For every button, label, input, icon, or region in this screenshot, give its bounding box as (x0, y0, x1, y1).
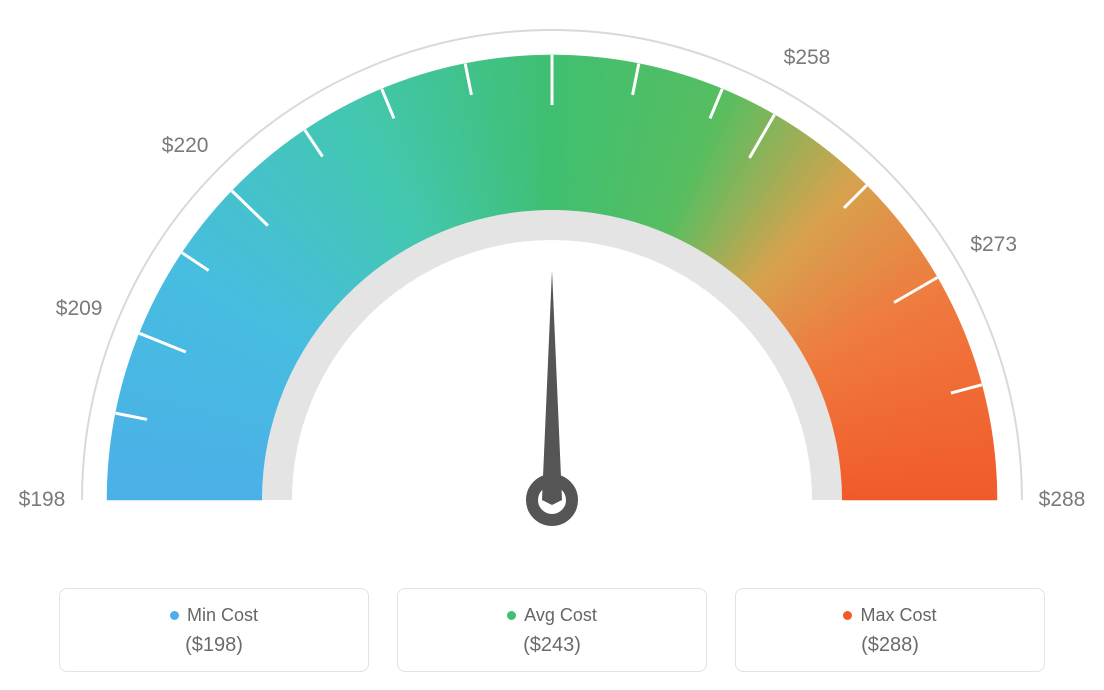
dot-icon (170, 611, 179, 620)
gauge-tick-label: $288 (1039, 488, 1086, 512)
gauge-tick-label: $209 (56, 297, 103, 321)
legend-title-max: Max Cost (843, 605, 936, 626)
legend-label: Max Cost (860, 605, 936, 626)
legend-value: ($198) (60, 634, 368, 657)
legend-value: ($288) (736, 634, 1044, 657)
gauge-tick-label: $258 (784, 46, 831, 70)
gauge-tick-label: $220 (162, 134, 209, 158)
legend-value: ($243) (398, 634, 706, 657)
legend-card-min: Min Cost ($198) (59, 588, 369, 672)
legend-title-avg: Avg Cost (507, 605, 597, 626)
legend-card-max: Max Cost ($288) (735, 588, 1045, 672)
gauge-chart: $198 $209 $220 $243 $258 $273 $288 (0, 0, 1104, 560)
gauge-tick-label: $198 (19, 488, 66, 512)
legend-card-avg: Avg Cost ($243) (397, 588, 707, 672)
gauge-tick-label: $243 (529, 0, 576, 2)
legend-row: Min Cost ($198) Avg Cost ($243) Max Cost… (0, 588, 1104, 672)
legend-label: Avg Cost (524, 605, 597, 626)
dot-icon (507, 611, 516, 620)
gauge-tick-label: $273 (970, 233, 1017, 257)
legend-title-min: Min Cost (170, 605, 258, 626)
dot-icon (843, 611, 852, 620)
legend-label: Min Cost (187, 605, 258, 626)
gauge-svg (0, 0, 1104, 560)
